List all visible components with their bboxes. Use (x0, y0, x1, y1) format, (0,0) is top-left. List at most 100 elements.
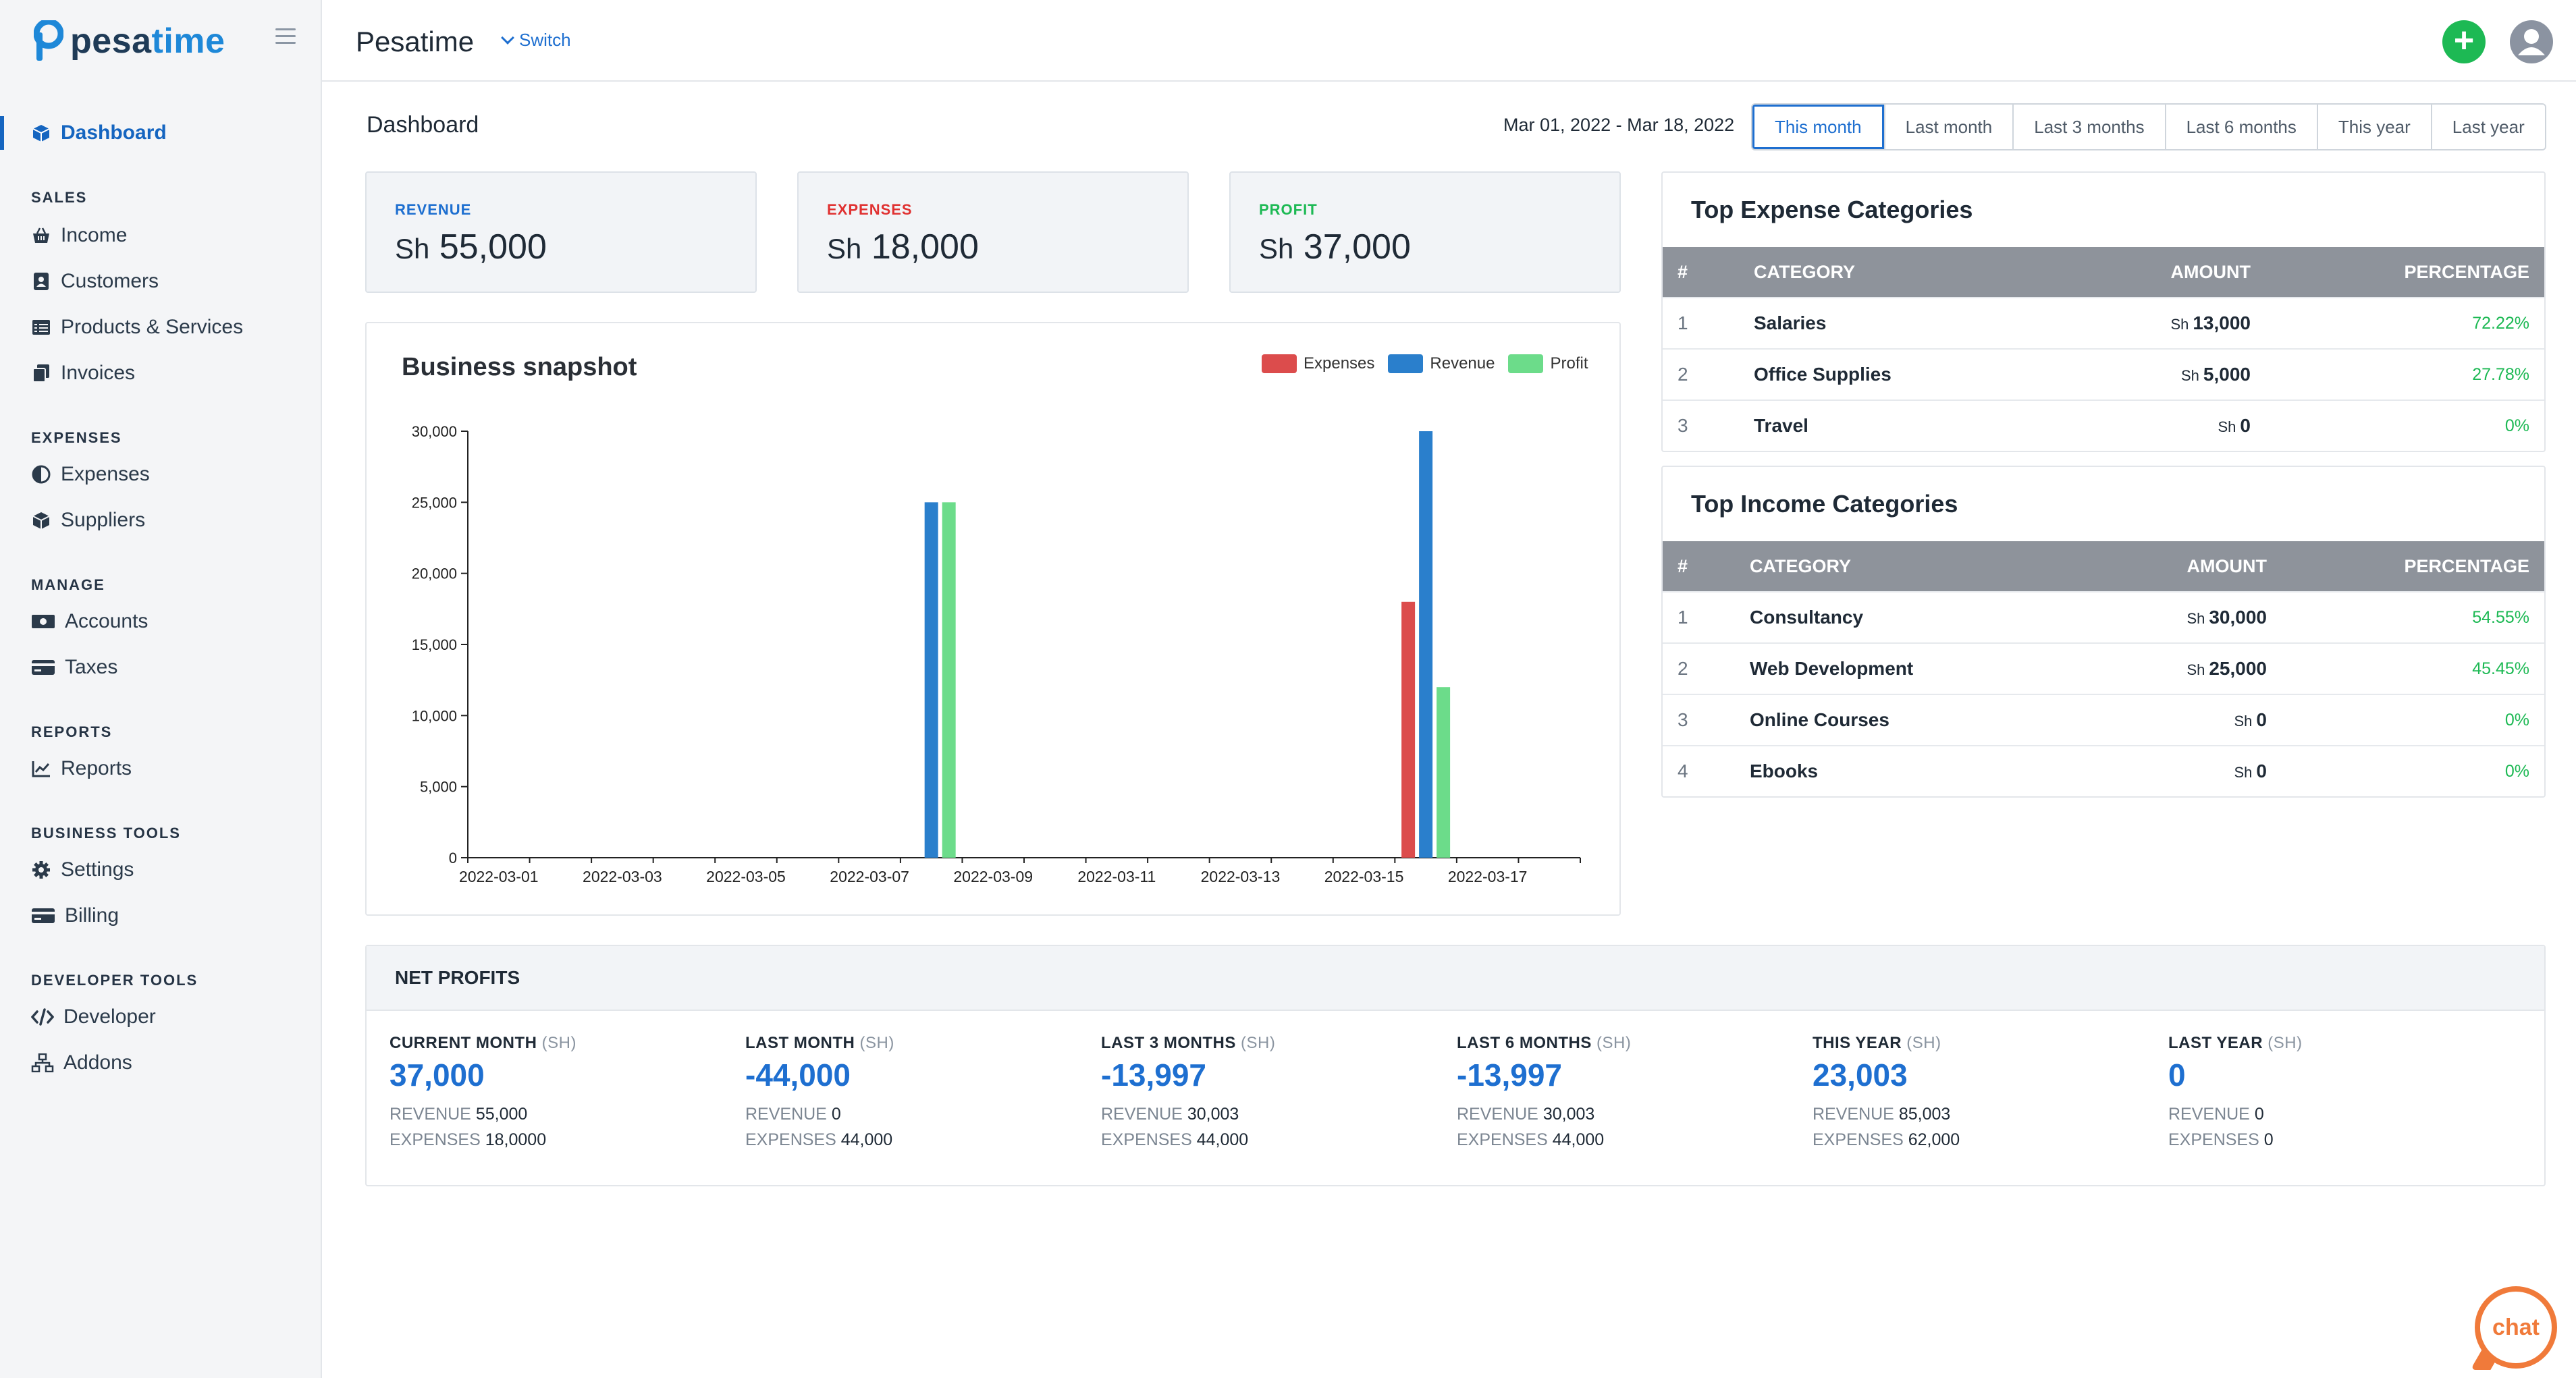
amount: 55,000 (439, 227, 547, 267)
table-row[interactable]: 3 Travel Sh 0 0% (1663, 399, 2544, 451)
row-category: Ebooks (1750, 761, 1819, 781)
profit-card: PROFIT Sh 37,000 (1229, 171, 1621, 293)
row-amount: Sh 5,000 (2181, 364, 2251, 385)
sidebar-item-label: Addons (63, 1051, 132, 1074)
sidebar-item-accounts[interactable]: Accounts (31, 605, 148, 638)
amount: 30,000 (2209, 607, 2267, 628)
user-avatar-button[interactable] (2510, 20, 2553, 63)
y-tick-label: 0 (449, 850, 457, 866)
sidebar-item-addons[interactable]: Addons (31, 1046, 132, 1080)
legend-item-revenue[interactable]: Revenue (1388, 354, 1495, 373)
currency-symbol: Sh (2181, 367, 2199, 384)
plus-icon: + (2453, 21, 2475, 60)
label-text: THIS YEAR (1813, 1034, 1902, 1052)
sidebar-item-income[interactable]: Income (31, 219, 127, 252)
sidebar-item-label: Taxes (65, 656, 118, 678)
sidebar-item-suppliers[interactable]: Suppliers (31, 503, 145, 537)
logo[interactable]: pesatime (33, 18, 225, 62)
currency-symbol: Sh (827, 233, 862, 265)
list-icon (31, 317, 51, 337)
revenue-key: REVENUE (1457, 1105, 1538, 1124)
profit-card-label: PROFIT (1259, 201, 1318, 218)
header-percentage: PERCENTAGE (2404, 261, 2529, 282)
sidebar-item-taxes[interactable]: Taxes (31, 651, 117, 684)
credit-card-icon (31, 657, 55, 678)
amount: 0 (2256, 709, 2267, 730)
chat-button[interactable]: chat (2475, 1286, 2557, 1369)
period-tab-this-month[interactable]: This month (1752, 105, 1884, 149)
copy-icon (31, 363, 51, 383)
sidebar-item-developer[interactable]: Developer (31, 1000, 156, 1034)
sidebar-item-expenses[interactable]: Expenses (31, 458, 150, 491)
legend-label: Revenue (1430, 354, 1495, 373)
table-row[interactable]: 2 Web Development Sh 25,000 45.45% (1663, 642, 2544, 694)
sidebar-item-label: Billing (65, 904, 119, 927)
active-indicator (0, 116, 4, 150)
sidebar-item-invoices[interactable]: Invoices (31, 356, 135, 390)
row-num: 2 (1678, 658, 1688, 679)
table-row[interactable]: 2 Office Supplies Sh 5,000 27.78% (1663, 348, 2544, 399)
sidebar-item-customers[interactable]: Customers (31, 265, 159, 298)
period-tab-last-6-months[interactable]: Last 6 months (2164, 105, 2317, 149)
legend-swatch (1388, 354, 1424, 373)
net-profit-value: 23,003 (1813, 1057, 1908, 1093)
switch-organization-button[interactable]: Switch (501, 30, 571, 51)
legend-swatch (1262, 354, 1297, 373)
header-amount: AMOUNT (2186, 555, 2267, 576)
row-num: 3 (1678, 709, 1688, 730)
row-num: 4 (1678, 761, 1688, 781)
row-amount: Sh 13,000 (2170, 312, 2251, 334)
table-row[interactable]: 1 Salaries Sh 13,000 72.22% (1663, 297, 2544, 348)
expenses-key: EXPENSES (745, 1130, 836, 1149)
legend-item-expenses[interactable]: Expenses (1262, 354, 1374, 373)
top-bar: Pesatime Switch + (322, 0, 2576, 82)
period-tab-last-3-months[interactable]: Last 3 months (2012, 105, 2165, 149)
sidebar-section-expenses: EXPENSES (31, 429, 122, 446)
revenue-value: 30,003 (1187, 1105, 1239, 1124)
unit: (SH) (1596, 1034, 1632, 1052)
table-row[interactable]: 3 Online Courses Sh 0 0% (1663, 694, 2544, 745)
menu-toggle-icon[interactable] (275, 28, 296, 44)
sidebar-section-developer-tools: DEVELOPER TOOLS (31, 972, 198, 989)
row-category: Online Courses (1750, 709, 1889, 730)
expenses-line: EXPENSES 44,000 (745, 1127, 1096, 1153)
period-tab-last-month[interactable]: Last month (1883, 105, 2013, 149)
row-amount: Sh 25,000 (2186, 658, 2267, 680)
x-tick-label: 2022-03-07 (830, 868, 909, 885)
row-percentage: 54.55% (2472, 607, 2529, 627)
add-new-button[interactable]: + (2442, 20, 2486, 63)
legend-label: Expenses (1304, 354, 1375, 373)
table-header: # CATEGORY AMOUNT PERCENTAGE (1663, 541, 2544, 591)
x-tick-label: 2022-03-15 (1324, 868, 1404, 885)
sidebar: pesatime Dashboard SALES Income Customer… (0, 0, 322, 1378)
net-profit-last-6-months: LAST 6 MONTHS (SH) -13,997 REVENUE 30,00… (1457, 1034, 1808, 1153)
sidebar-item-label: Income (61, 224, 128, 246)
net-profit-value: 37,000 (390, 1057, 485, 1093)
row-category: Office Supplies (1754, 364, 1891, 385)
sidebar-item-settings[interactable]: Settings (31, 853, 134, 887)
row-percentage: 72.22% (2472, 313, 2529, 333)
period-tab-this-year[interactable]: This year (2316, 105, 2431, 149)
sidebar-item-dashboard[interactable]: Dashboard (31, 116, 167, 150)
sitemap-icon (31, 1053, 54, 1073)
period-tab-last-year[interactable]: Last year (2430, 105, 2545, 149)
table-row[interactable]: 1 Consultancy Sh 30,000 54.55% (1663, 591, 2544, 642)
sidebar-item-billing[interactable]: Billing (31, 899, 119, 933)
currency-symbol: Sh (2234, 713, 2253, 729)
sidebar-item-label: Developer (63, 1005, 156, 1028)
y-tick-label: 30,000 (412, 423, 457, 440)
expenses-card-label: EXPENSES (827, 201, 913, 218)
expenses-card: EXPENSES Sh 18,000 (797, 171, 1189, 293)
amount: 0 (2256, 761, 2267, 781)
table-row[interactable]: 4 Ebooks Sh 0 0% (1663, 745, 2544, 796)
net-profit-breakdown: REVENUE 30,003 EXPENSES 44,000 (1101, 1101, 1452, 1153)
sidebar-item-reports[interactable]: Reports (31, 752, 132, 786)
unit: (SH) (1241, 1034, 1276, 1052)
sidebar-item-products-services[interactable]: Products & Services (31, 310, 243, 344)
legend-item-profit[interactable]: Profit (1508, 354, 1588, 373)
header-percentage: PERCENTAGE (2404, 555, 2529, 576)
sidebar-item-label: Reports (61, 757, 132, 779)
revenue-key: REVENUE (2168, 1105, 2250, 1124)
row-amount: Sh 0 (2234, 761, 2268, 782)
net-profit-value: 0 (2168, 1057, 2186, 1093)
